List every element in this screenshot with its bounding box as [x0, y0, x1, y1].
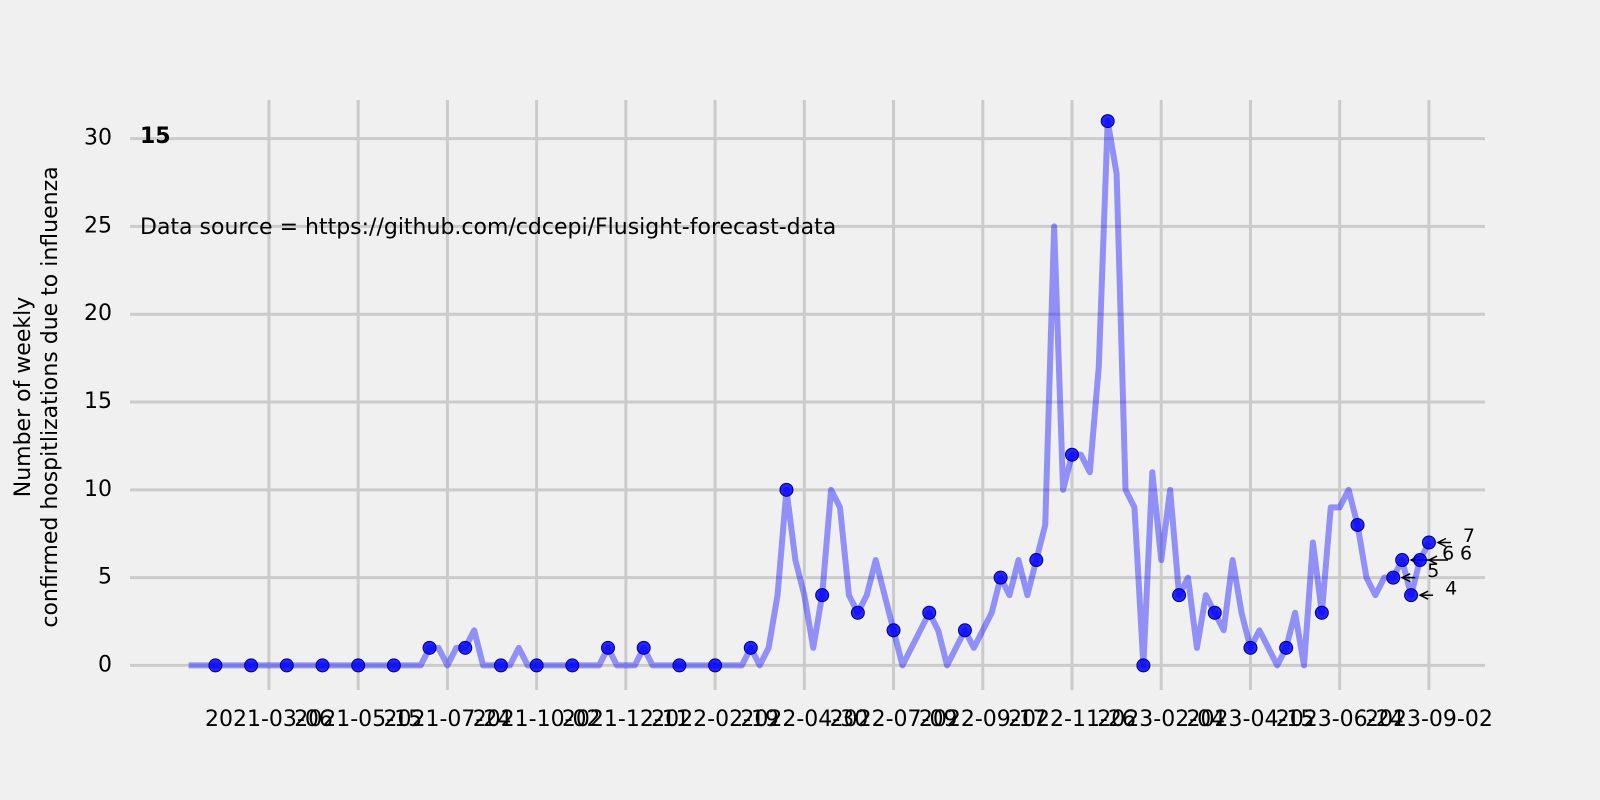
marker	[886, 623, 901, 638]
annotation-label: 5	[1427, 560, 1439, 582]
marker	[458, 640, 473, 655]
marker	[636, 640, 651, 655]
x-tick-label: 2021-03-06	[205, 707, 333, 732]
annotation-label: 4	[1445, 578, 1457, 600]
marker	[1395, 553, 1410, 568]
x-tick-label: 2023-09-02	[1365, 707, 1493, 732]
marker	[351, 658, 366, 673]
y-tick-label: 30	[84, 126, 112, 151]
x-tick-label: 2021-12-11	[562, 707, 690, 732]
annotation-arrowhead	[1427, 555, 1438, 565]
marker	[922, 605, 937, 620]
y-tick-label: 5	[98, 565, 112, 590]
marker	[244, 658, 259, 673]
x-tick-label: 2022-02-19	[651, 707, 779, 732]
marker	[1207, 605, 1222, 620]
marker	[493, 658, 508, 673]
marker	[1314, 605, 1329, 620]
marker	[315, 658, 330, 673]
x-tick-label: 2021-10-02	[473, 707, 601, 732]
marker	[601, 640, 616, 655]
marker	[1412, 553, 1427, 568]
x-tick-label: 2022-09-17	[919, 707, 1047, 732]
marker	[1029, 553, 1044, 568]
marker	[529, 658, 544, 673]
marker	[1100, 114, 1115, 129]
marker	[1064, 447, 1079, 462]
marker	[1421, 535, 1436, 550]
marker	[850, 605, 865, 620]
marker	[386, 658, 401, 673]
x-tick-label: 2022-07-09	[830, 707, 958, 732]
marker	[279, 658, 294, 673]
marker	[208, 658, 223, 673]
marker	[1279, 640, 1294, 655]
x-tick-label: 2023-04-15	[1187, 707, 1315, 732]
marker	[993, 570, 1008, 585]
marker	[1136, 658, 1151, 673]
annotation-label: 7	[1463, 525, 1475, 547]
y-tick-label: 20	[84, 301, 112, 326]
x-tick-label: 2023-06-24	[1276, 707, 1404, 732]
y-axis-label: Number of weekly	[11, 297, 36, 498]
x-tick-label: 2021-07-24	[383, 707, 511, 732]
y-axis-label: confirmed hospitlizations due to influen…	[38, 166, 63, 627]
annotation-arrowhead	[1436, 537, 1447, 548]
annotation-label: 6	[1460, 543, 1472, 565]
marker	[422, 640, 437, 655]
marker	[1386, 570, 1401, 585]
marker	[1350, 517, 1365, 532]
y-tick-label: 25	[84, 213, 112, 238]
x-tick-label: 2023-02-04	[1097, 707, 1225, 732]
marker	[672, 658, 687, 673]
x-tick-label: 2021-05-15	[294, 707, 422, 732]
annotation: Data source = https://github.com/cdcepi/…	[140, 215, 836, 240]
chart-title: 15	[140, 124, 171, 149]
marker	[708, 658, 723, 673]
annotation-arrowhead	[1418, 590, 1429, 600]
marker	[779, 482, 794, 497]
x-tick-label: 2022-04-30	[740, 707, 868, 732]
marker	[957, 623, 972, 638]
marker	[743, 640, 758, 655]
y-tick-label: 15	[84, 389, 112, 414]
grid	[130, 100, 1485, 690]
x-tick-label: 2022-11-26	[1008, 707, 1136, 732]
annotation-label: 6	[1442, 543, 1454, 565]
y-tick-label: 10	[84, 477, 112, 502]
annotation-arrowhead	[1400, 572, 1411, 583]
marker	[815, 588, 830, 603]
y-tick-label: 0	[98, 652, 112, 677]
marker	[565, 658, 580, 673]
marker	[1243, 640, 1258, 655]
marker	[1404, 588, 1419, 603]
marker	[1172, 588, 1187, 603]
